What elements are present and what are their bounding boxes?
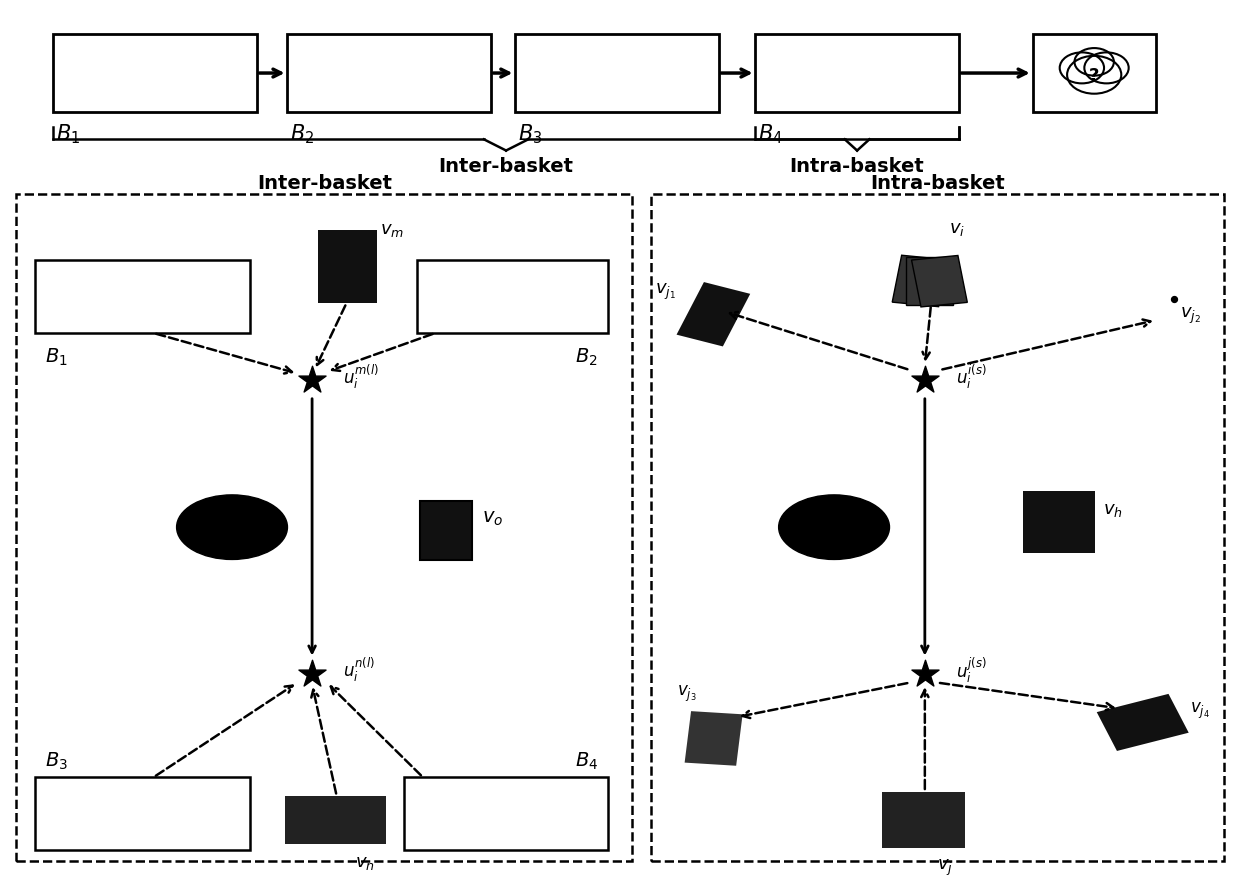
Circle shape: [1084, 52, 1128, 83]
Text: Inter-basket: Inter-basket: [439, 156, 574, 176]
Bar: [35, 777, 250, 850]
Text: $v_n$: $v_n$: [355, 854, 374, 872]
Text: $u_i^{n(l)}$: $u_i^{n(l)}$: [343, 657, 374, 684]
Text: ?: ?: [1089, 66, 1100, 85]
Text: $v_o$: $v_o$: [482, 509, 503, 528]
Text: $v_{j_1}$: $v_{j_1}$: [655, 282, 676, 301]
Text: $v_{j_2}$: $v_{j_2}$: [1180, 306, 1202, 326]
Circle shape: [1068, 56, 1121, 94]
Text: $u_i^{m(l)}$: $u_i^{m(l)}$: [343, 363, 379, 391]
Text: $B_4$: $B_4$: [758, 122, 782, 146]
Bar: [420, 501, 472, 560]
Text: $B_3$: $B_3$: [45, 751, 68, 772]
Text: $B_3$: $B_3$: [518, 122, 542, 146]
Text: $B_2$: $B_2$: [290, 122, 314, 146]
Ellipse shape: [176, 495, 288, 560]
Text: $v_{j_3}$: $v_{j_3}$: [677, 684, 697, 704]
Bar: [285, 796, 386, 843]
Text: $v_m$: $v_m$: [379, 221, 404, 239]
Text: $v_h$: $v_h$: [1104, 501, 1123, 519]
Point: [1164, 292, 1184, 306]
FancyBboxPatch shape: [677, 282, 750, 347]
Text: $B_1$: $B_1$: [56, 122, 81, 146]
Point: [303, 667, 322, 681]
Text: $v_j$: $v_j$: [937, 858, 954, 879]
Text: $B_1$: $B_1$: [45, 347, 67, 368]
Text: $v_{j_4}$: $v_{j_4}$: [1190, 701, 1210, 721]
Text: $B_2$: $B_2$: [575, 347, 598, 368]
Text: $u_i^{j(s)}$: $u_i^{j(s)}$: [956, 656, 986, 685]
Circle shape: [1060, 52, 1104, 83]
Bar: [651, 194, 1224, 861]
Text: $v_i$: $v_i$: [950, 220, 966, 239]
Bar: [288, 34, 491, 111]
FancyBboxPatch shape: [893, 255, 949, 307]
Bar: [319, 230, 377, 303]
Text: Inter-basket: Inter-basket: [257, 174, 392, 193]
Text: Intra-basket: Intra-basket: [790, 156, 925, 176]
FancyBboxPatch shape: [906, 257, 954, 305]
Bar: [516, 34, 718, 111]
FancyBboxPatch shape: [1096, 694, 1189, 751]
Bar: [1023, 491, 1095, 553]
Bar: [53, 34, 257, 111]
Circle shape: [1075, 48, 1114, 76]
FancyBboxPatch shape: [684, 711, 743, 766]
Bar: [417, 260, 608, 333]
Bar: [35, 260, 250, 333]
Bar: [16, 194, 632, 861]
Bar: [882, 792, 966, 848]
Text: Intra-basket: Intra-basket: [869, 174, 1004, 193]
Ellipse shape: [779, 495, 889, 560]
Bar: [1033, 34, 1156, 111]
Point: [915, 667, 935, 681]
Text: $B_4$: $B_4$: [574, 751, 598, 772]
Text: $u_i^{i(s)}$: $u_i^{i(s)}$: [956, 363, 986, 391]
Point: [303, 373, 322, 387]
Bar: [755, 34, 959, 111]
Bar: [404, 777, 608, 850]
FancyBboxPatch shape: [911, 255, 967, 307]
Point: [915, 373, 935, 387]
